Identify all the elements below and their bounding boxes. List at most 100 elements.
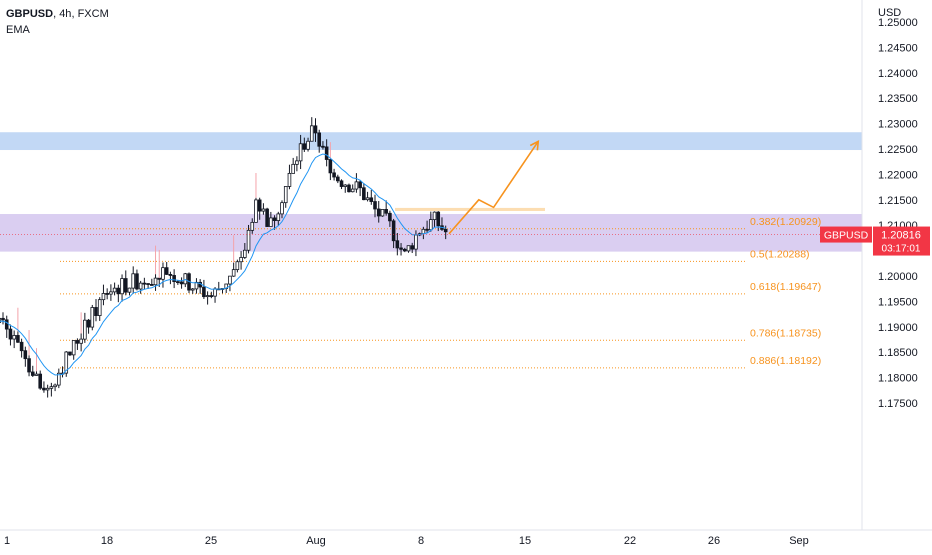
candlestick — [68, 351, 72, 357]
candle-body — [157, 277, 162, 280]
indicator-label[interactable]: EMA — [6, 24, 30, 36]
candle-body — [30, 371, 35, 376]
candlestick — [384, 200, 388, 216]
candle-body — [347, 184, 351, 193]
candle-body — [373, 201, 377, 210]
candle-body — [49, 386, 54, 389]
time-tick-label: Aug — [306, 535, 326, 547]
candle-body — [354, 181, 359, 190]
candle-body — [57, 372, 61, 386]
candle-body — [402, 248, 407, 252]
candle-body — [295, 160, 299, 165]
time-tick-label: 15 — [519, 535, 531, 547]
candle-body — [250, 221, 255, 231]
candlestick — [402, 247, 407, 253]
candlestick — [150, 278, 154, 286]
candle-body — [321, 145, 325, 148]
candle-body — [243, 249, 247, 258]
price-tick-label: 1.20000 — [878, 271, 918, 283]
candle-body — [142, 282, 147, 285]
candlestick — [243, 243, 247, 260]
candlestick — [317, 129, 322, 153]
candle-body — [75, 340, 80, 344]
candle-body — [97, 299, 102, 317]
candle-body — [42, 387, 46, 391]
candle-body — [168, 274, 173, 276]
candlestick — [380, 209, 385, 217]
candle-body — [399, 247, 403, 250]
candlestick — [425, 220, 429, 234]
price-tick-label: 1.23500 — [878, 93, 918, 105]
candlestick — [164, 262, 169, 275]
candle-body — [161, 267, 165, 280]
candlestick — [75, 338, 80, 350]
current-price-tag — [873, 226, 930, 256]
price-tick-label: 1.24000 — [878, 68, 918, 80]
candlestick — [42, 381, 46, 393]
time-tick-label: 1 — [4, 535, 10, 547]
candle-body — [287, 172, 292, 187]
candlestick — [202, 279, 206, 299]
candlestick — [250, 218, 255, 234]
candle-body — [45, 387, 50, 391]
candlestick — [246, 224, 251, 254]
candlestick — [347, 183, 351, 193]
candlestick — [187, 272, 191, 294]
candlestick — [123, 270, 128, 296]
candlestick — [120, 274, 124, 302]
candlestick — [57, 368, 61, 389]
candle-body — [12, 335, 16, 340]
candlestick — [16, 307, 20, 343]
candlestick — [4, 315, 9, 338]
candle-body — [34, 373, 39, 376]
candlestick — [131, 266, 136, 294]
candlestick — [291, 157, 295, 174]
candle-body — [350, 188, 355, 193]
candlestick — [176, 280, 180, 285]
candle-body — [213, 288, 217, 297]
candle-body — [153, 277, 158, 286]
candle-body — [205, 295, 210, 298]
candle-body — [4, 319, 9, 330]
candle-body — [336, 176, 340, 182]
candlestick — [350, 184, 355, 193]
candlestick — [436, 211, 441, 232]
candle-body — [79, 338, 83, 344]
candle-body — [146, 283, 150, 285]
candlestick — [205, 291, 210, 305]
candle-body — [8, 328, 13, 340]
candlestick — [194, 278, 199, 294]
candlestick — [336, 174, 340, 184]
candlestick — [168, 271, 173, 285]
candlestick — [369, 189, 374, 205]
candle-body — [410, 245, 415, 250]
resistance-zone — [0, 132, 862, 151]
candlestick — [12, 330, 16, 349]
candlestick — [38, 370, 43, 390]
candle-body — [313, 125, 318, 134]
candlestick — [302, 137, 307, 152]
candle-body — [272, 217, 277, 221]
candlestick — [269, 211, 273, 227]
candle-body — [109, 291, 113, 295]
candle-body — [172, 275, 176, 283]
candlestick — [53, 383, 57, 392]
candlestick — [153, 245, 158, 291]
fib-level-label: 0.5(1.20288) — [750, 248, 810, 260]
candle-body — [176, 281, 180, 284]
candle-body — [1, 317, 5, 321]
timeframe-label: 4h — [59, 8, 72, 20]
candlestick — [179, 277, 184, 289]
candle-body — [298, 143, 303, 162]
candle-body — [283, 186, 288, 204]
candlestick — [79, 312, 83, 352]
candlestick — [157, 249, 162, 288]
candle-body — [127, 287, 132, 293]
candle-body — [68, 351, 72, 356]
price-tick-label: 1.24500 — [878, 42, 918, 54]
candlestick — [354, 173, 359, 193]
candlestick — [97, 297, 102, 321]
